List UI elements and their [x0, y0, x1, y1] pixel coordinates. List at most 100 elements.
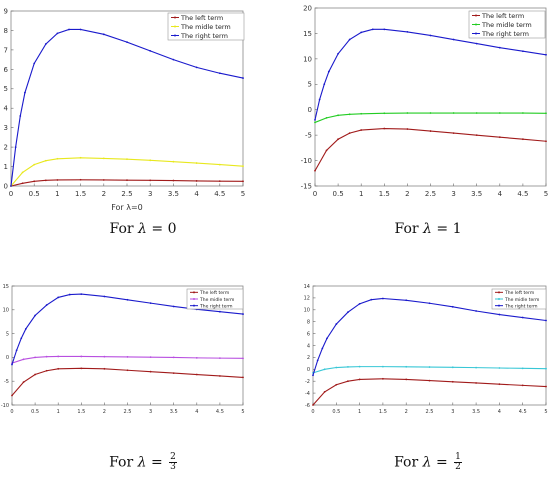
- x-tick-label: 0: [10, 409, 13, 415]
- series-point: [80, 293, 83, 295]
- series-point: [312, 404, 314, 406]
- series-point: [33, 163, 36, 166]
- y-tick-label: 8: [307, 319, 310, 325]
- legend-label: The midle term: [504, 297, 539, 303]
- series-point: [428, 379, 431, 382]
- x-tick-label: 0.5: [333, 190, 344, 198]
- series-point: [21, 182, 24, 185]
- series-point: [452, 38, 455, 41]
- series-point: [382, 365, 384, 368]
- legend-label: The left term: [481, 12, 524, 20]
- series-point: [195, 356, 198, 359]
- y-tick-label: 1: [4, 163, 8, 171]
- series-point: [33, 180, 36, 183]
- legend-marker: [174, 25, 176, 28]
- legend-label: The right term: [180, 32, 228, 40]
- x-tick-label: 1.5: [379, 409, 387, 415]
- series-point: [360, 31, 363, 34]
- series-point: [451, 305, 454, 308]
- legend-marker: [193, 304, 195, 307]
- legend-label: The midle term: [180, 23, 231, 31]
- y-tick-label: 12: [304, 296, 310, 302]
- y-tick-label: 20: [303, 4, 312, 12]
- x-axis-label: For λ=0: [111, 203, 143, 212]
- y-tick-label: -5: [4, 379, 9, 385]
- series-point: [195, 180, 198, 182]
- series-point: [126, 356, 129, 358]
- series-point: [242, 357, 244, 360]
- series-point: [383, 112, 386, 115]
- y-tick-label: 6: [4, 66, 9, 74]
- x-tick-label: 1: [55, 190, 59, 198]
- x-tick-label: 3: [148, 190, 152, 198]
- x-tick-label: 4.5: [214, 190, 225, 198]
- series-point: [383, 28, 386, 31]
- series-point: [498, 46, 501, 49]
- series-point: [149, 49, 152, 52]
- x-tick-label: 3.5: [170, 409, 178, 415]
- series-point: [327, 70, 330, 73]
- x-tick-label: 3.5: [471, 190, 482, 198]
- x-tick-label: 3.5: [472, 409, 480, 415]
- x-tick-label: 2: [405, 190, 409, 198]
- series-point: [44, 159, 47, 162]
- legend-label: The left term: [199, 290, 229, 296]
- series-point: [498, 383, 501, 386]
- y-tick-label: 10: [304, 308, 310, 314]
- caption-prefix: For: [109, 221, 139, 237]
- series-point: [475, 382, 477, 384]
- legend-marker: [193, 298, 195, 300]
- x-tick-label: 2.5: [121, 190, 132, 198]
- y-tick-label: 0: [307, 367, 310, 373]
- series-point: [314, 118, 316, 121]
- x-tick-label: 3.5: [168, 190, 179, 198]
- y-tick-label: 5: [4, 85, 8, 93]
- series-point: [451, 366, 454, 369]
- legend-marker: [475, 14, 477, 17]
- series-point: [195, 162, 198, 164]
- y-tick-label: -10: [1, 403, 9, 409]
- series-point: [312, 374, 314, 377]
- series-point: [103, 355, 106, 358]
- y-tick-label: -4: [305, 391, 310, 397]
- x-tick-label: 0: [313, 190, 317, 198]
- series-point: [56, 157, 59, 160]
- series-line-2: [314, 28, 547, 121]
- series-point: [545, 385, 547, 388]
- series-point: [358, 365, 361, 368]
- x-tick-label: 4: [498, 409, 501, 415]
- series-point: [348, 38, 351, 41]
- series-point: [348, 113, 351, 116]
- y-tick-label: -6: [305, 403, 310, 409]
- series-point: [172, 356, 175, 359]
- x-tick-label: 0.5: [31, 409, 39, 415]
- y-tick-label: 15: [303, 30, 312, 38]
- legend-marker: [475, 23, 477, 26]
- series-point: [498, 367, 501, 369]
- legend-label: The midle term: [199, 297, 234, 303]
- series-point: [371, 28, 374, 31]
- fraction-numerator: 2: [169, 452, 177, 463]
- series-point: [545, 112, 547, 115]
- legend-marker: [174, 16, 176, 19]
- series-point: [545, 140, 547, 143]
- series-point: [429, 112, 432, 114]
- y-tick-label: -15: [301, 182, 312, 190]
- series-point: [15, 349, 18, 352]
- series-point: [382, 297, 384, 300]
- series-point: [347, 366, 349, 368]
- x-tick-label: 5: [241, 409, 244, 415]
- legend-label: The midle term: [481, 21, 532, 29]
- caption-lambda: λ: [137, 454, 147, 471]
- x-tick-label: 4.5: [517, 190, 528, 198]
- series-point: [80, 367, 83, 370]
- x-tick-label: 0: [9, 190, 13, 198]
- caption-lambda-1: For λ = 1: [388, 221, 468, 237]
- x-tick-label: 1.5: [75, 190, 86, 198]
- legend-box: [186, 288, 244, 310]
- y-tick-label: -5: [305, 132, 312, 140]
- x-tick-label: 2: [102, 190, 106, 198]
